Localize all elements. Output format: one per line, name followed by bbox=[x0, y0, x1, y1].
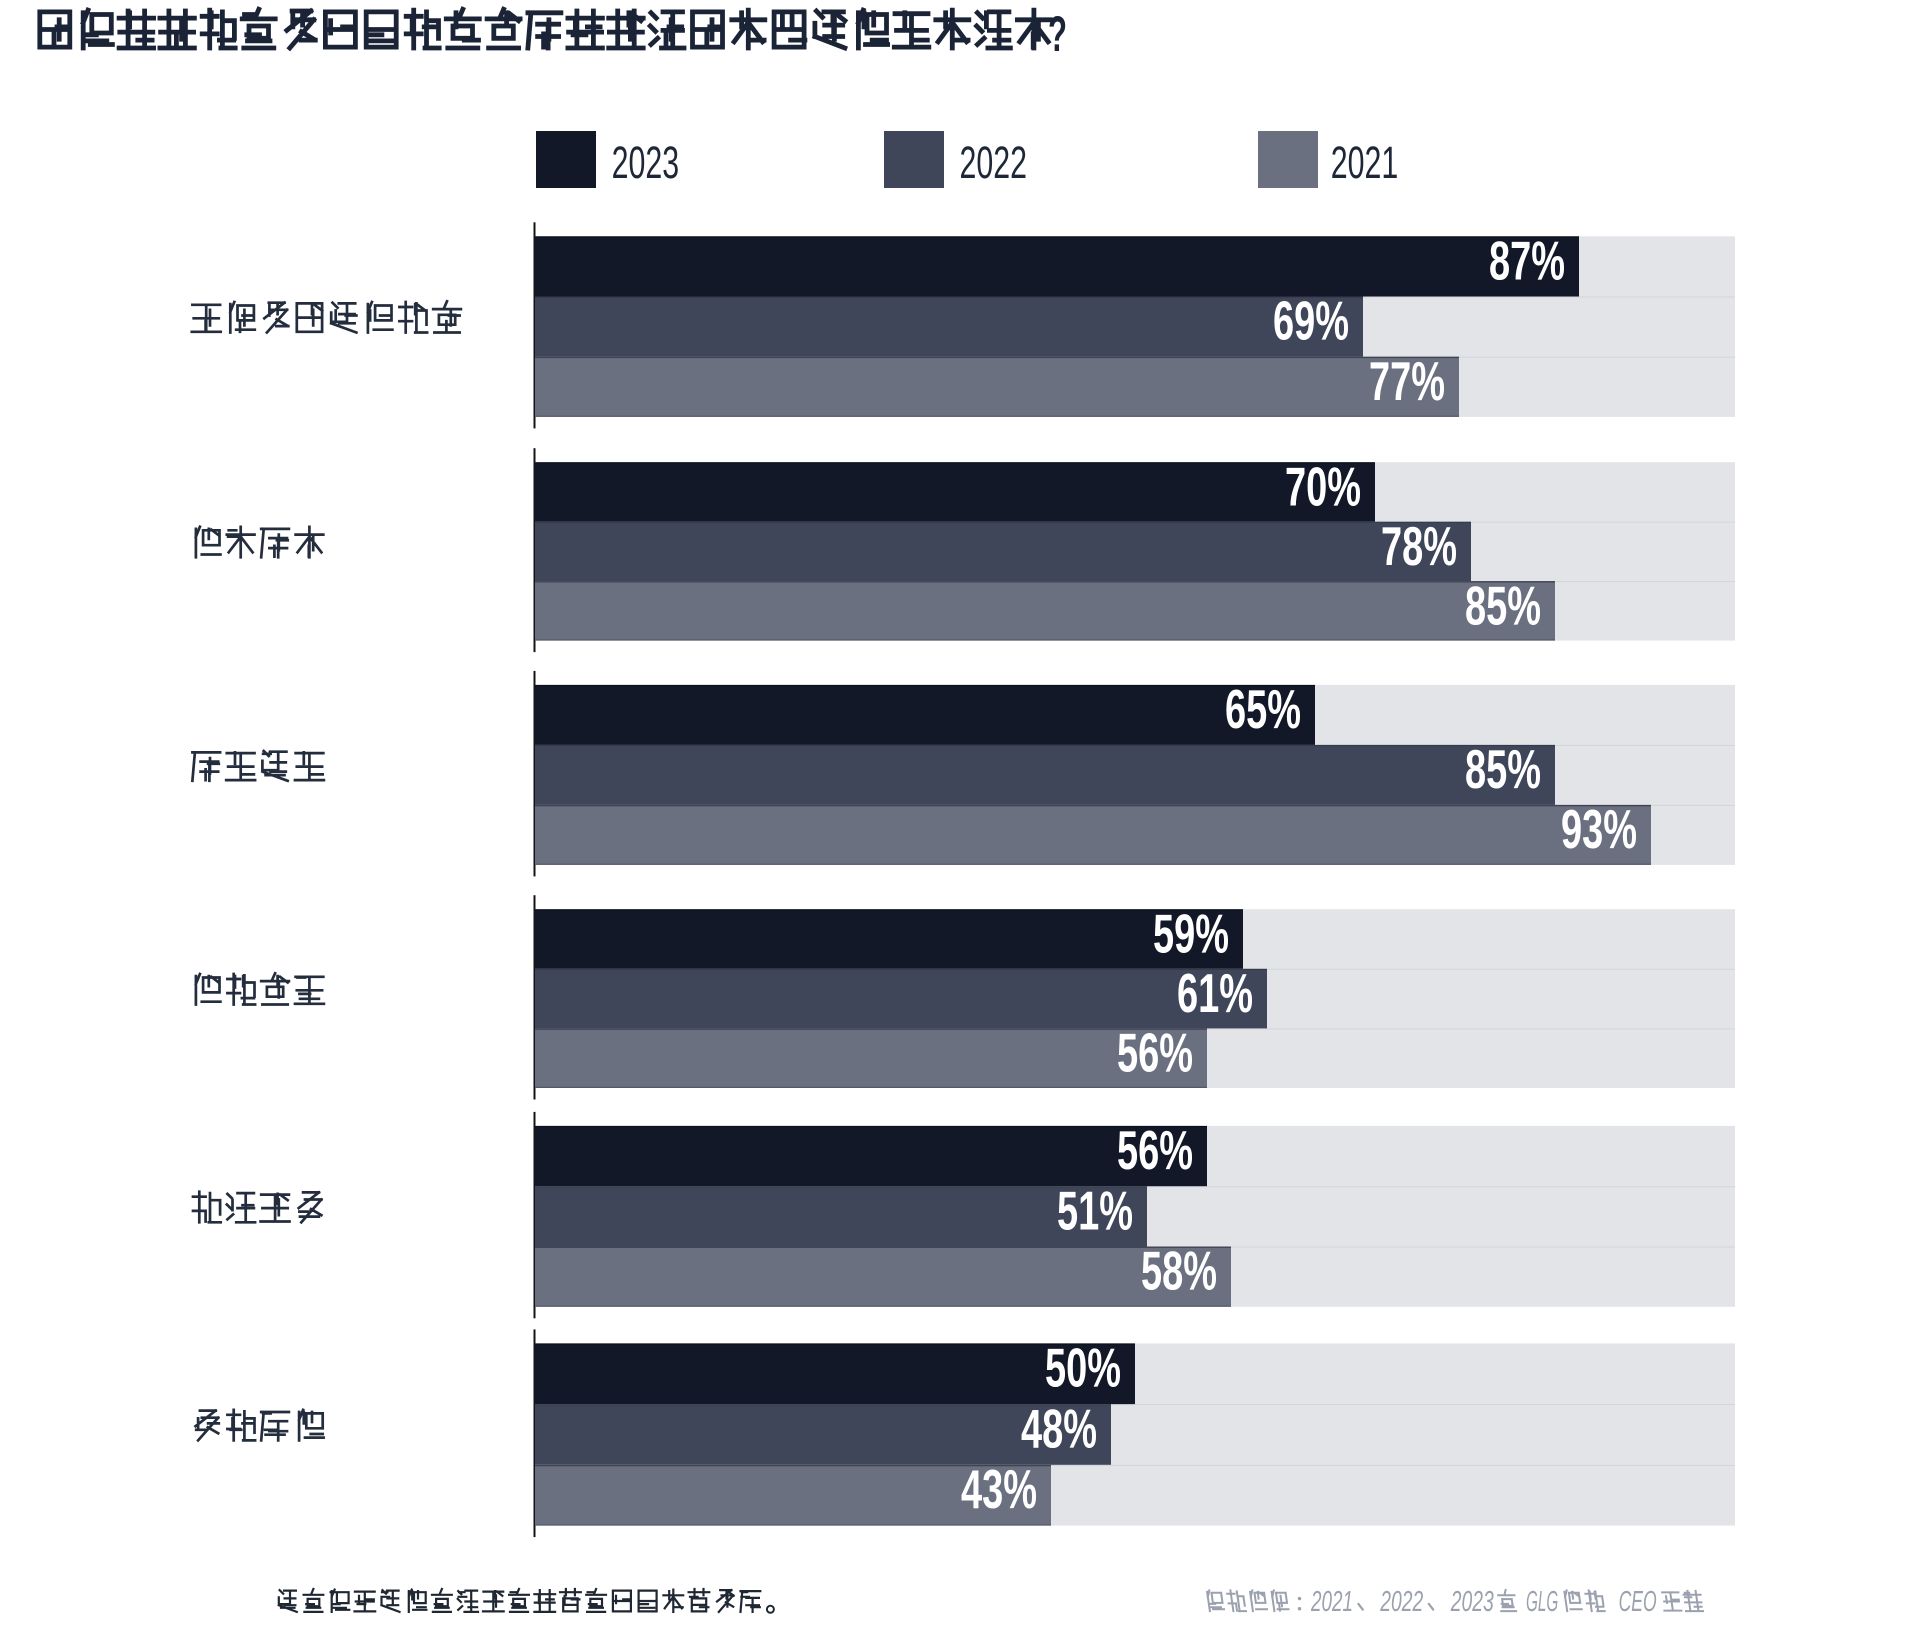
svg-text:CEO: CEO bbox=[1619, 1586, 1657, 1618]
svg-text:2022: 2022 bbox=[960, 137, 1028, 188]
svg-text:GLG: GLG bbox=[1526, 1586, 1558, 1618]
svg-text:2022: 2022 bbox=[1380, 1586, 1424, 1618]
svg-text:85%: 85% bbox=[1465, 738, 1541, 800]
svg-text:78%: 78% bbox=[1381, 515, 1457, 577]
svg-text:50%: 50% bbox=[1045, 1337, 1121, 1399]
svg-text:87%: 87% bbox=[1489, 230, 1565, 292]
svg-text:69%: 69% bbox=[1273, 290, 1349, 352]
svg-text:48%: 48% bbox=[1021, 1397, 1097, 1459]
svg-text:2023: 2023 bbox=[612, 137, 680, 188]
svg-text:56%: 56% bbox=[1117, 1119, 1193, 1181]
svg-text:77%: 77% bbox=[1369, 350, 1445, 412]
svg-text:85%: 85% bbox=[1465, 574, 1541, 636]
svg-text:?: ? bbox=[1048, 6, 1067, 62]
svg-text:2021: 2021 bbox=[1310, 1586, 1353, 1618]
svg-text:2023: 2023 bbox=[1450, 1586, 1494, 1618]
svg-text:2021: 2021 bbox=[1331, 137, 1399, 188]
svg-text:51%: 51% bbox=[1057, 1179, 1133, 1241]
svg-text:58%: 58% bbox=[1141, 1240, 1217, 1302]
svg-text:43%: 43% bbox=[961, 1458, 1037, 1520]
svg-text:70%: 70% bbox=[1285, 455, 1361, 517]
svg-text:56%: 56% bbox=[1117, 1022, 1193, 1084]
svg-text:93%: 93% bbox=[1561, 798, 1637, 860]
svg-text:65%: 65% bbox=[1225, 678, 1301, 740]
svg-text:61%: 61% bbox=[1177, 962, 1253, 1024]
svg-text:59%: 59% bbox=[1153, 902, 1229, 964]
